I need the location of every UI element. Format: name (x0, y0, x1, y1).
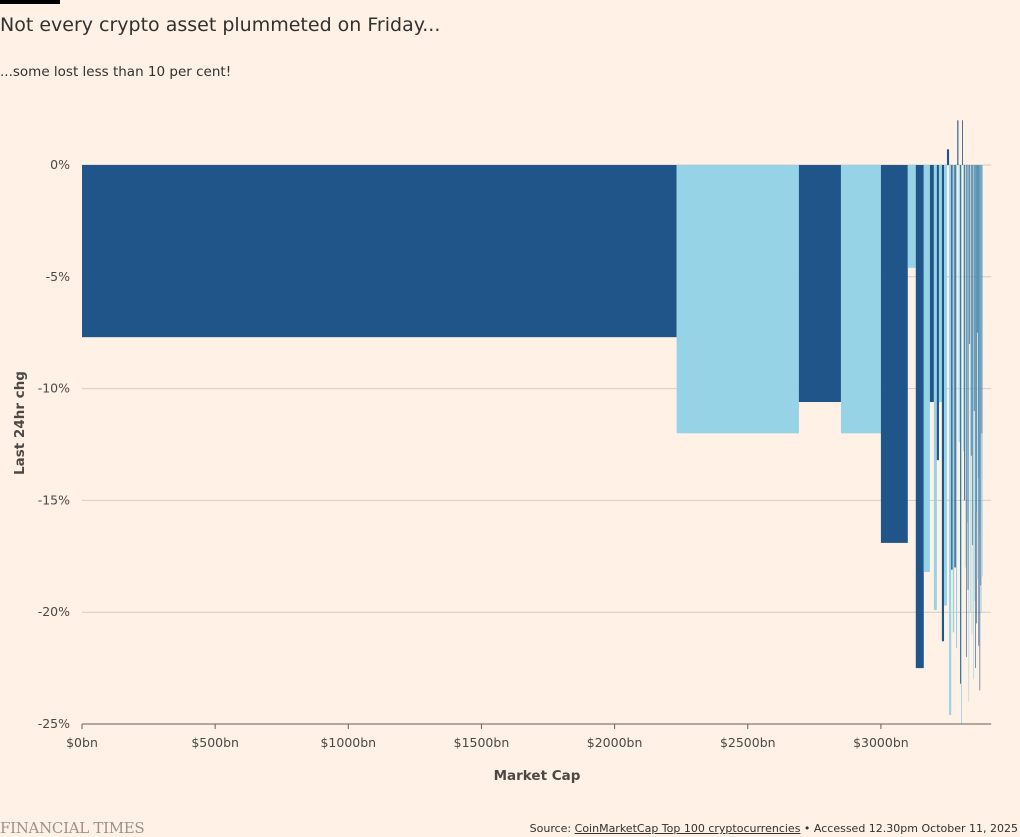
bar (976, 165, 977, 624)
bar (949, 165, 952, 716)
bar (959, 165, 961, 684)
bar (976, 165, 978, 579)
chart-title: Not every crypto asset plummeted on Frid… (0, 14, 441, 36)
bar (973, 165, 974, 680)
bar (961, 165, 962, 724)
bar (82, 165, 677, 338)
bar (955, 165, 958, 648)
bar (971, 165, 973, 635)
bar (967, 165, 969, 590)
bar (977, 165, 979, 479)
x-tick-label: $1000bn (320, 735, 376, 750)
bar (954, 165, 956, 568)
bar (980, 165, 981, 378)
chart-subtitle: ...some lost less than 10 per cent! (0, 64, 232, 80)
bar (923, 165, 930, 572)
y-axis-label: Last 24hr chg (12, 371, 28, 475)
bar (915, 165, 924, 669)
bar (965, 165, 966, 568)
bar (979, 165, 981, 691)
y-tick-label: -10% (38, 381, 70, 396)
bar (973, 165, 975, 411)
x-tick-label: $2000bn (587, 735, 643, 750)
bar (946, 149, 950, 165)
bar (980, 165, 982, 586)
bar (975, 165, 977, 512)
bar (981, 165, 982, 613)
bar (840, 165, 881, 434)
x-tick-label: $0bn (66, 735, 98, 750)
x-tick-label: $2500bn (720, 735, 776, 750)
bar (936, 165, 939, 461)
bar (978, 165, 980, 646)
bar (975, 165, 976, 669)
bar (966, 165, 967, 657)
bar (952, 165, 955, 633)
x-axis-ticks: $0bn $500bn $1000bn $1500bn $2000bn $2500bn $3… (66, 724, 909, 750)
source-link[interactable]: CoinMarketCap Top 100 cryptocurrencies (574, 822, 801, 835)
bar (963, 165, 965, 452)
bar (979, 165, 980, 534)
x-tick-label: $1500bn (454, 735, 510, 750)
bar (676, 165, 799, 434)
bar (966, 165, 968, 523)
ft-logo: FINANCIAL TIMES (0, 819, 145, 837)
bar (969, 165, 970, 344)
bar (981, 165, 983, 434)
y-tick-label: -20% (38, 604, 70, 619)
y-tick-label: -25% (38, 716, 70, 731)
source-prefix: Source: (529, 822, 575, 835)
bar (941, 165, 945, 642)
bars (82, 120, 983, 724)
bar (880, 165, 908, 543)
bar (929, 165, 934, 403)
bar (907, 165, 916, 268)
bar (962, 120, 963, 165)
bar (944, 165, 947, 606)
y-tick-label: -15% (38, 492, 70, 507)
y-tick-label: 0% (50, 157, 70, 172)
source-note: Source: CoinMarketCap Top 100 cryptocurr… (530, 822, 1018, 835)
x-tick-label: $500bn (191, 735, 239, 750)
bar (970, 165, 971, 613)
bar (958, 165, 960, 443)
y-axis-ticks: 0% -5% -10% -15% -20% -25% (38, 157, 70, 731)
bar (951, 165, 953, 570)
x-axis-label: Market Cap (494, 768, 581, 784)
bar (938, 165, 942, 403)
bar (972, 165, 974, 546)
x-tick-label: $3000bn (853, 735, 909, 750)
bar (977, 165, 979, 333)
bar (933, 165, 937, 610)
bar (974, 165, 976, 602)
source-suffix: • Accessed 12.30pm October 11, 2025 (800, 822, 1018, 835)
bar (964, 165, 966, 501)
brand-bar (0, 0, 60, 4)
bar (968, 165, 970, 702)
y-tick-label: -5% (46, 269, 70, 284)
bar (982, 165, 983, 577)
bar (798, 165, 841, 403)
bar (970, 165, 972, 456)
bar (957, 120, 959, 165)
